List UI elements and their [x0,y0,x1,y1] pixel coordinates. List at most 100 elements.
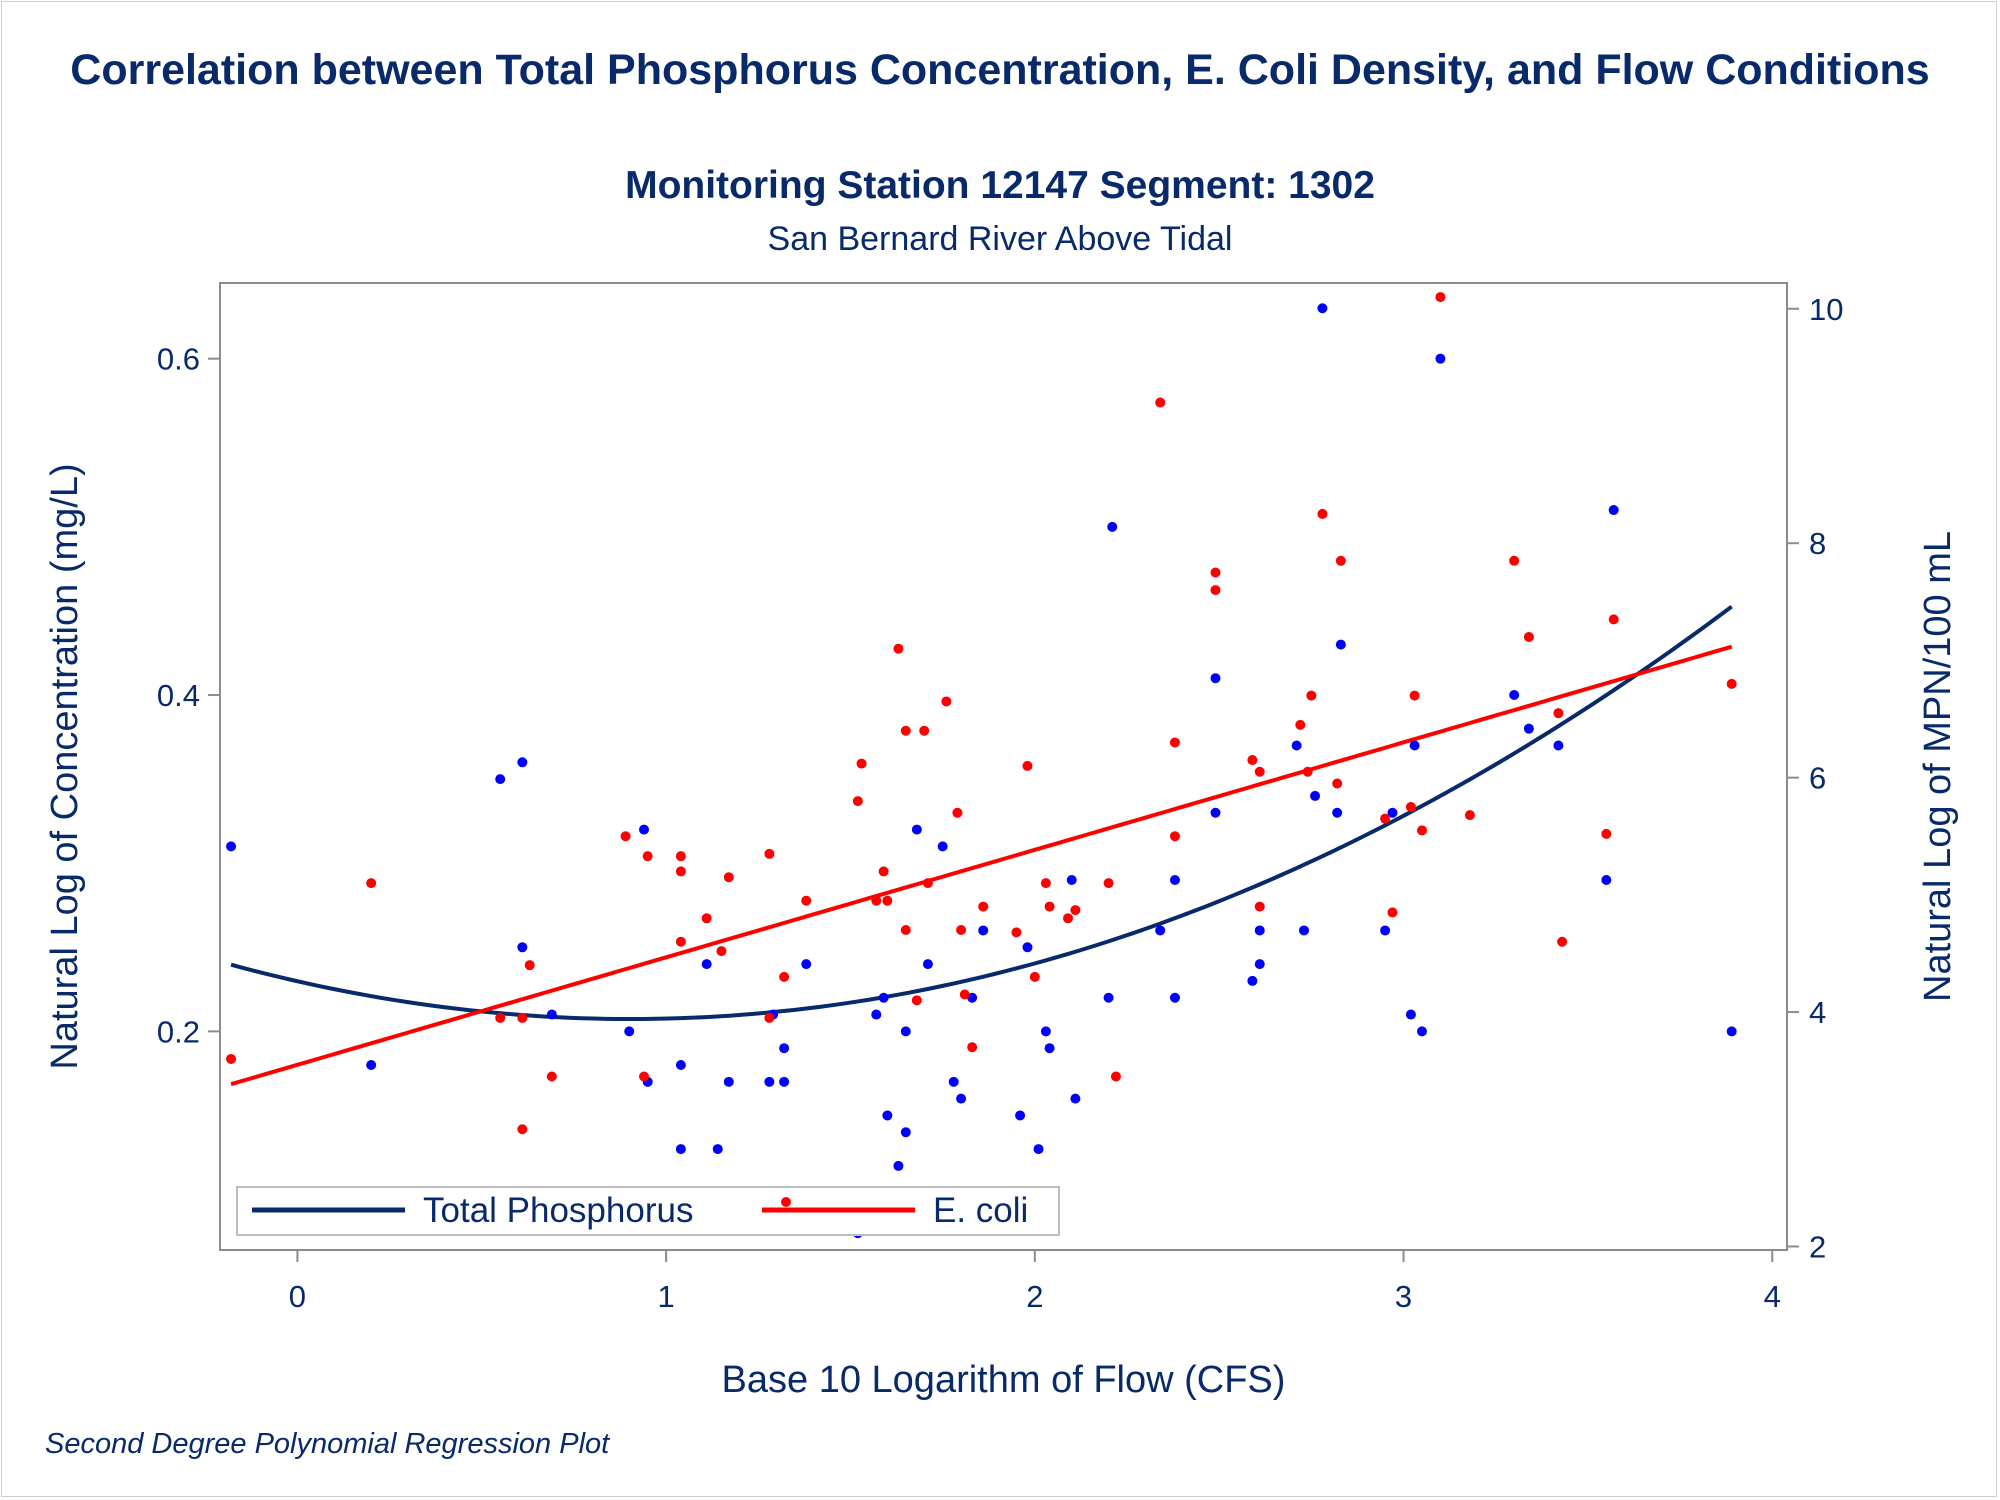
e-coli-point [1557,936,1568,947]
total-phosphorus-point [1070,1093,1081,1104]
total-phosphorus-point [871,1009,882,1020]
e-coli-point [1380,813,1391,824]
total-phosphorus-point [893,1160,904,1171]
total-phosphorus-point [517,942,528,953]
e-coli-point [978,901,989,912]
e-coli-fit-line [230,644,1733,1087]
e-coli-point [1553,708,1564,719]
legend-label-total-phosphorus: Total Phosphorus [423,1191,693,1230]
total-phosphorus-point [1015,1110,1026,1121]
e-coli-point [956,925,967,936]
total-phosphorus-point [1310,790,1321,801]
legend: Total Phosphorus E. coli [236,1186,1060,1236]
total-phosphorus-point [978,925,989,936]
total-phosphorus-point [1107,521,1118,532]
e-coli-point [856,758,867,769]
e-coli-point [1523,631,1534,642]
total-phosphorus-point [1405,1009,1416,1020]
e-coli-point [495,1012,506,1023]
e-coli-point [911,995,922,1006]
e-coli-point [893,643,904,654]
total-phosphorus-point [1317,303,1328,314]
total-phosphorus-point [900,1026,911,1037]
e-coli-point [1302,766,1313,777]
y2-tick-label: 6 [1809,761,1826,796]
e-coli-point [900,925,911,936]
total-phosphorus-point [226,841,237,852]
total-phosphorus-point [1523,723,1534,734]
e-coli-point [675,851,686,862]
e-coli-point [1409,690,1420,701]
e-coli-point [1405,801,1416,812]
e-coli-point [1306,690,1317,701]
footnote: Second Degree Polynomial Regression Plot [45,1428,610,1460]
total-phosphorus-point [878,992,889,1003]
e-coli-point [764,1012,775,1023]
y2-tick-label: 4 [1809,995,1826,1030]
total-phosphorus-point [495,774,506,785]
e-coli-point [1155,397,1166,408]
e-coli-point [675,866,686,877]
total-phosphorus-point [922,959,933,970]
total-phosphorus-point [1726,1026,1737,1037]
total-phosphorus-point [1022,942,1033,953]
x-tick-label: 4 [1764,1279,1781,1314]
e-coli-point [967,1042,978,1053]
e-coli-point [517,1012,528,1023]
e-coli-point [952,807,963,818]
data-points [226,292,1737,1239]
y-tick-label: 0.2 [157,1014,200,1049]
total-phosphorus-point [624,1026,635,1037]
e-coli-point [1608,614,1619,625]
e-coli-point [723,872,734,883]
e-coli-point [922,878,933,889]
total-phosphorus-point [779,1076,790,1087]
e-coli-point [1029,971,1040,982]
total-phosphorus-point [1608,505,1619,516]
e-coli-point [1332,778,1343,789]
total-phosphorus-point [723,1076,734,1087]
total-phosphorus-point [639,824,650,835]
total-phosphorus-point [1332,807,1343,818]
total-phosphorus-point [779,1043,790,1054]
total-phosphorus-point [1247,975,1258,986]
total-phosphorus-point [1601,875,1612,886]
chart-subtitle-2: San Bernard River Above Tidal [767,220,1233,258]
total-phosphorus-point [1553,740,1564,751]
total-phosphorus-point [956,1093,967,1104]
e-coli-point [1464,810,1475,821]
total-phosphorus-point [1169,875,1180,886]
e-coli-point [1210,567,1221,578]
chart-title: Correlation between Total Phosphorus Con… [70,46,1930,94]
e-coli-point [919,725,930,736]
y2-tick-label: 10 [1809,292,1843,327]
e-coli-point [1169,831,1180,842]
total-phosphorus-point [1066,875,1077,886]
e-coli-point [941,696,952,707]
e-coli-point [546,1071,557,1082]
e-coli-point [1103,878,1114,889]
e-coli-point [1435,292,1446,303]
plot-area [219,282,1788,1251]
total-phosphorus-point [1033,1144,1044,1155]
e-coli-point [701,913,712,924]
total-phosphorus-point [1210,673,1221,684]
e-coli-point [1011,927,1022,938]
total-phosphorus-point [882,1110,893,1121]
total-phosphorus-point [701,959,712,970]
e-coli-point [639,1071,650,1082]
total-phosphorus-point [1416,1026,1427,1037]
e-coli-point [1070,905,1081,916]
total-phosphorus-point [948,1076,959,1087]
y2-axis-label: Natural Log of MPN/100 mL [1917,531,1959,1002]
total-phosphorus-point [1103,992,1114,1003]
total-phosphorus-point [764,1076,775,1087]
total-phosphorus-point [1254,959,1265,970]
e-coli-point [871,895,882,906]
y-axis-label: Natural Log of Concentration (mg/L) [44,463,86,1069]
e-coli-point [878,866,889,877]
e-coli-point [801,895,812,906]
